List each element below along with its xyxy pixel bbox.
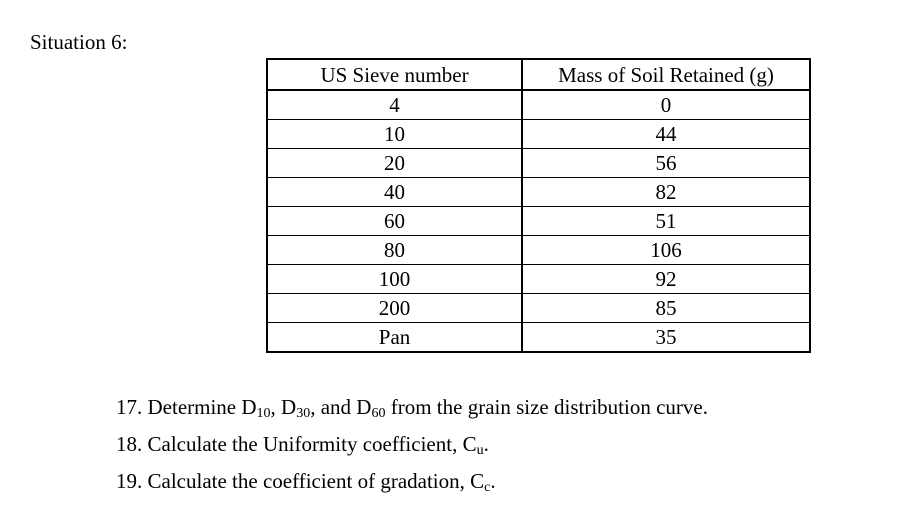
header-mass-retained: Mass of Soil Retained (g): [521, 58, 811, 91]
cell-sieve-number: 200: [266, 293, 524, 323]
question-text: Calculate the coefficient of gradation, …: [147, 469, 496, 495]
header-sieve-number: US Sieve number: [266, 58, 524, 91]
table-row: 80 106: [266, 235, 811, 265]
cell-mass-retained: 35: [521, 322, 811, 353]
cell-sieve-number: 80: [266, 235, 524, 265]
situation-heading: Situation 6:: [30, 30, 128, 54]
table-row: 100 92: [266, 264, 811, 294]
cell-mass-retained: 106: [521, 235, 811, 265]
cell-sieve-number: 20: [266, 148, 524, 178]
table-row: 20 56: [266, 148, 811, 178]
table-row: Pan 35: [266, 322, 811, 353]
cell-mass-retained: 56: [521, 148, 811, 178]
table-row: 40 82: [266, 177, 811, 207]
table-row: 10 44: [266, 119, 811, 149]
sieve-table: US Sieve number Mass of Soil Retained (g…: [266, 58, 811, 353]
cell-sieve-number: 60: [266, 206, 524, 236]
cell-sieve-number: 10: [266, 119, 524, 149]
cell-mass-retained: 51: [521, 206, 811, 236]
question-17: 17. Determine D10, D30, and D60 from the…: [116, 392, 708, 429]
cell-sieve-number: 100: [266, 264, 524, 294]
question-number: 19.: [116, 469, 143, 493]
question-text: Calculate the Uniformity coefficient, Cu…: [147, 432, 489, 458]
table-row: 200 85: [266, 293, 811, 323]
question-number: 17.: [116, 395, 143, 419]
question-text: Determine D10, D30, and D60 from the gra…: [147, 395, 708, 421]
cell-mass-retained: 0: [521, 89, 811, 120]
cell-sieve-number: 40: [266, 177, 524, 207]
question-list: 17. Determine D10, D30, and D60 from the…: [116, 392, 708, 503]
cell-sieve-number: Pan: [266, 322, 524, 353]
table-header-row: US Sieve number Mass of Soil Retained (g…: [266, 58, 811, 91]
cell-mass-retained: 92: [521, 264, 811, 294]
question-number: 18.: [116, 432, 143, 456]
cell-sieve-number: 4: [266, 89, 524, 120]
question-19: 19. Calculate the coefficient of gradati…: [116, 466, 708, 503]
cell-mass-retained: 82: [521, 177, 811, 207]
table-row: 60 51: [266, 206, 811, 236]
cell-mass-retained: 44: [521, 119, 811, 149]
question-18: 18. Calculate the Uniformity coefficient…: [116, 429, 708, 466]
cell-mass-retained: 85: [521, 293, 811, 323]
